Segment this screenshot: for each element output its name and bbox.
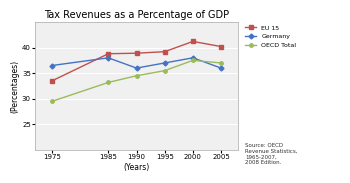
OECD Total xyxy=(134,75,139,77)
Title: Tax Revenues as a Percentage of GDP: Tax Revenues as a Percentage of GDP xyxy=(44,10,229,20)
OECD Total xyxy=(163,70,167,72)
Germany xyxy=(134,67,139,69)
EU 15 xyxy=(50,80,54,82)
Germany xyxy=(191,57,195,59)
X-axis label: (Years): (Years) xyxy=(123,163,150,172)
Legend: EU 15, Germany, OECD Total: EU 15, Germany, OECD Total xyxy=(245,25,296,48)
Germany xyxy=(219,67,223,69)
EU 15 xyxy=(163,51,167,53)
Y-axis label: (Percentages): (Percentages) xyxy=(10,59,19,113)
OECD Total xyxy=(106,81,110,83)
EU 15 xyxy=(219,45,223,48)
EU 15 xyxy=(106,53,110,55)
OECD Total xyxy=(191,59,195,61)
Line: Germany: Germany xyxy=(50,56,223,70)
EU 15 xyxy=(191,40,195,42)
Line: OECD Total: OECD Total xyxy=(50,59,223,103)
Germany xyxy=(163,62,167,64)
Line: EU 15: EU 15 xyxy=(50,40,223,83)
OECD Total xyxy=(219,62,223,64)
Germany xyxy=(50,64,54,67)
EU 15 xyxy=(134,52,139,54)
Text: Source: OECD
Revenue Statistics,
1965-2007,
2008 Edition.: Source: OECD Revenue Statistics, 1965-20… xyxy=(245,143,298,165)
OECD Total xyxy=(50,100,54,102)
Germany xyxy=(106,57,110,59)
